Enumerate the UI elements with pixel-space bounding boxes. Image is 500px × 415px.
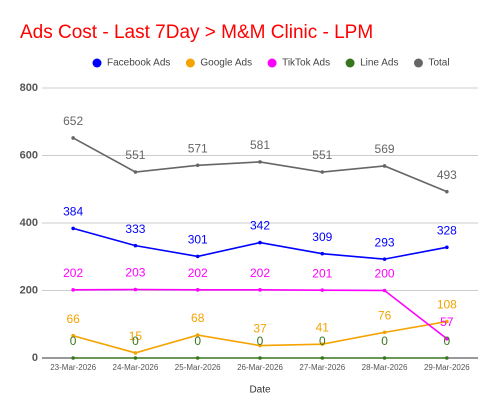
point xyxy=(258,356,262,360)
value-label: 41 xyxy=(316,320,330,334)
value-label: 293 xyxy=(375,235,395,249)
point xyxy=(195,333,200,337)
value-label: 200 xyxy=(375,267,395,281)
value-label: 76 xyxy=(378,309,392,323)
point xyxy=(133,170,138,174)
value-label: 571 xyxy=(188,141,208,155)
legend-marker xyxy=(413,58,423,68)
y-tick-label: 800 xyxy=(20,82,38,94)
value-label: 0 xyxy=(381,334,388,348)
legend-label: Line Ads xyxy=(360,58,398,69)
value-label: 581 xyxy=(250,138,270,152)
point xyxy=(71,226,75,231)
legend-marker xyxy=(267,58,277,68)
value-label: 0 xyxy=(444,334,451,348)
value-label: 0 xyxy=(257,334,264,348)
legend-marker xyxy=(345,58,355,68)
value-label: 0 xyxy=(319,334,326,348)
legend-label: Total xyxy=(428,58,449,69)
y-tick-label: 0 xyxy=(32,352,38,364)
point xyxy=(445,189,449,194)
y-tick-label: 200 xyxy=(20,284,38,296)
value-label: 202 xyxy=(63,266,83,280)
y-tick-label: 600 xyxy=(20,149,38,161)
y-tick-label: 400 xyxy=(20,217,38,229)
point xyxy=(195,356,200,360)
value-label: 328 xyxy=(437,223,457,237)
point xyxy=(382,288,387,293)
point xyxy=(71,333,75,338)
value-label: 652 xyxy=(63,114,83,128)
point xyxy=(445,319,449,324)
point xyxy=(320,251,325,256)
x-tick-label: 26-Mar-2026 xyxy=(237,363,283,372)
x-tick-label: 28-Mar-2026 xyxy=(362,363,408,372)
point xyxy=(320,170,325,174)
value-label: 0 xyxy=(70,334,77,348)
value-label: 0 xyxy=(132,334,139,348)
point xyxy=(320,342,325,346)
point xyxy=(320,288,325,292)
value-label: 333 xyxy=(125,222,145,236)
point xyxy=(133,356,138,360)
value-label: 203 xyxy=(125,266,145,280)
point xyxy=(133,243,138,248)
point xyxy=(258,160,262,164)
point xyxy=(320,356,325,360)
x-tick-label: 25-Mar-2026 xyxy=(175,363,221,372)
x-tick-label: 23-Mar-2026 xyxy=(50,363,96,372)
value-label: 384 xyxy=(63,205,83,219)
value-label: 15 xyxy=(129,329,143,343)
point xyxy=(133,351,138,355)
point xyxy=(382,330,387,335)
x-tick-label: 29-Mar-2026 xyxy=(424,363,470,372)
point xyxy=(382,164,387,168)
point xyxy=(258,288,262,292)
x-axis-title: Date xyxy=(249,385,271,396)
point xyxy=(445,245,449,250)
x-tick-label: 24-Mar-2026 xyxy=(113,363,159,372)
point xyxy=(445,356,449,360)
value-label: 569 xyxy=(375,142,395,156)
point xyxy=(382,356,387,360)
value-label: 108 xyxy=(437,298,457,312)
legend-label: Facebook Ads xyxy=(107,58,170,69)
chart-title: Ads Cost - Last 7Day > M&M Clinic - LPM xyxy=(20,22,373,43)
point xyxy=(445,336,449,341)
point xyxy=(258,240,262,245)
value-label: 342 xyxy=(250,219,270,233)
point xyxy=(258,343,262,348)
value-label: 493 xyxy=(437,168,457,182)
legend-label: Google Ads xyxy=(200,58,252,69)
legend-label: TikTok Ads xyxy=(282,58,330,69)
value-label: 68 xyxy=(191,311,205,325)
point xyxy=(195,163,200,168)
legend-marker xyxy=(185,58,195,68)
value-label: 551 xyxy=(125,148,145,162)
value-label: 0 xyxy=(194,334,201,348)
legend-marker xyxy=(92,58,102,68)
point xyxy=(195,288,200,292)
value-label: 202 xyxy=(188,266,208,280)
value-label: 309 xyxy=(312,230,332,244)
value-label: 301 xyxy=(188,233,208,247)
point xyxy=(133,287,138,292)
point xyxy=(71,288,75,292)
value-label: 201 xyxy=(312,266,332,280)
point xyxy=(382,257,387,261)
value-label: 57 xyxy=(440,315,454,329)
point xyxy=(71,136,75,140)
value-label: 551 xyxy=(312,148,332,162)
value-label: 37 xyxy=(253,322,267,336)
value-label: 202 xyxy=(250,266,270,280)
value-label: 66 xyxy=(66,312,80,326)
x-tick-label: 27-Mar-2026 xyxy=(299,363,345,372)
point xyxy=(71,356,75,360)
point xyxy=(195,254,200,259)
